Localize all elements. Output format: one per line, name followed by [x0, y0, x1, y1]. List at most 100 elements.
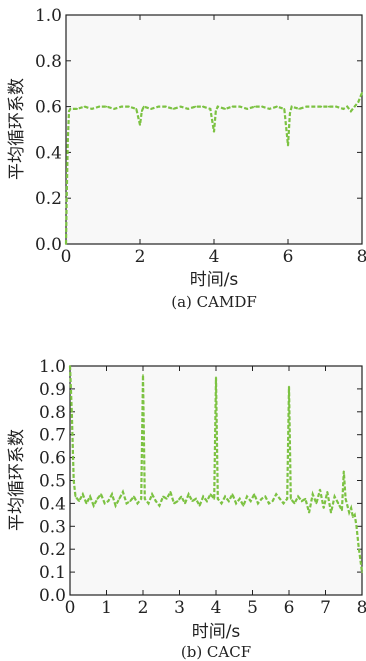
- data-point-b-9: [96, 497, 99, 500]
- data-point-b-19: [132, 495, 135, 498]
- data-point-b-58: [268, 502, 270, 505]
- xtick-label-b-4: 4: [211, 598, 222, 618]
- data-point-a-32: [246, 107, 249, 110]
- data-point-a-25: [209, 107, 212, 110]
- data-point-b-52: [246, 495, 248, 498]
- data-point-b-4: [78, 500, 81, 503]
- data-point-b-32: [176, 500, 179, 503]
- data-point-a-50: [353, 105, 356, 108]
- data-point-b-5: [81, 493, 84, 496]
- xtick-label-a-4: 8: [357, 247, 366, 267]
- caption-b: (b) CACF: [181, 643, 251, 661]
- xlabel-a: 时间/s: [190, 270, 239, 290]
- data-point-a-17: [150, 107, 153, 110]
- data-point-a-29: [224, 107, 227, 110]
- ytick-label-b-5: 0.5: [39, 472, 66, 492]
- data-point-b-20: [136, 502, 139, 505]
- data-point-b-22: [142, 374, 144, 377]
- data-point-b-8: [92, 504, 95, 507]
- data-point-a-51: [357, 101, 360, 103]
- data-point-b-69: [304, 497, 307, 500]
- data-point-a-21: [179, 105, 182, 108]
- data-point-b-48: [231, 493, 234, 496]
- ticks-b: 0.0 0.1 0.2 0.3 0.40.5 0.6 0.7 0.8 0.9 1.0 0 1 2 3 4 5 6…: [39, 357, 366, 618]
- xtick-label-b-5: 5: [247, 598, 258, 618]
- data-point-b-17: [125, 502, 128, 505]
- xtick-label-a-1: 2: [135, 247, 146, 267]
- data-point-b-41: [209, 493, 212, 496]
- data-point-a-0: [65, 243, 67, 245]
- data-point-a-27: [214, 110, 217, 113]
- data-point-b-21: [140, 497, 143, 500]
- xtick-label-b-3: 3: [174, 598, 185, 618]
- data-point-b-12: [107, 500, 110, 503]
- data-point-b-59: [271, 500, 274, 503]
- data-point-a-23: [194, 105, 197, 108]
- data-point-a-39: [288, 112, 291, 115]
- data-point-b-53: [249, 500, 252, 503]
- panel-a: 0.0 0.2 0.4 0.6 0.8 1.0 0 2 4 6 8 平均循环系数 时间/s (a) …: [7, 6, 366, 311]
- ytick-label-a-4: 0.8: [35, 52, 62, 72]
- data-point-a-14: [139, 124, 141, 126]
- data-point-a-11: [120, 105, 123, 108]
- data-point-b-89: [359, 557, 362, 560]
- data-point-b-87: [355, 525, 358, 528]
- xtick-label-b-0: 0: [65, 598, 76, 618]
- data-point-a-40: [290, 105, 293, 108]
- data-point-b-28: [162, 495, 164, 498]
- data-point-b-15: [118, 497, 121, 500]
- data-point-a-18: [157, 105, 160, 108]
- data-point-a-24: [202, 105, 204, 108]
- ytick-label-b-4: 0.4: [39, 494, 66, 514]
- ytick-label-a-0: 0.0: [35, 235, 62, 255]
- data-point-a-31: [239, 105, 241, 108]
- data-point-b-57: [264, 495, 267, 498]
- ytick-label-a-5: 1.0: [35, 6, 62, 26]
- data-point-b-75: [326, 491, 329, 493]
- data-point-b-66: [293, 502, 296, 505]
- ticks-a: 0.0 0.2 0.4 0.6 0.8 1.0 0 2 4 6 8: [35, 6, 366, 267]
- data-point-b-0: [69, 365, 71, 367]
- data-point-b-47: [227, 500, 230, 503]
- ytick-label-b-1: 0.1: [39, 563, 66, 583]
- ytick-label-b-10: 1.0: [39, 357, 66, 377]
- data-point-b-42: [213, 497, 216, 500]
- xtick-label-a-3: 6: [283, 247, 294, 267]
- data-point-b-40: [205, 500, 208, 503]
- data-point-a-33: [253, 105, 256, 108]
- data-point-b-70: [308, 511, 310, 514]
- ytick-label-a-1: 0.2: [35, 189, 62, 209]
- data-point-a-26: [213, 130, 215, 133]
- data-point-a-30: [231, 105, 234, 108]
- data-point-a-13: [135, 107, 138, 110]
- data-point-a-36: [276, 105, 278, 108]
- data-point-b-83: [348, 511, 351, 514]
- data-point-b-18: [129, 500, 132, 503]
- data-point-b-36: [191, 500, 194, 503]
- data-point-b-7: [89, 495, 91, 498]
- panel-b: 0.0 0.1 0.2 0.3 0.40.5 0.6 0.7 0.8 0.9 1.0 0 1 2 3 4 5 6…: [7, 357, 366, 661]
- data-point-a-44: [320, 105, 323, 108]
- data-point-a-37: [283, 107, 286, 110]
- data-point-a-4: [69, 107, 72, 110]
- data-point-a-9: [105, 105, 108, 108]
- xtick-label-b-2: 2: [138, 598, 149, 618]
- data-point-a-49: [350, 110, 352, 113]
- data-point-b-72: [315, 502, 318, 505]
- data-point-b-79: [341, 509, 343, 512]
- ytick-label-b-9: 0.9: [39, 380, 66, 400]
- xtick-label-b-1: 1: [101, 598, 112, 618]
- data-point-a-10: [113, 107, 115, 110]
- data-point-b-3: [74, 495, 77, 498]
- data-point-a-22: [187, 107, 190, 110]
- data-point-a-5: [76, 107, 78, 110]
- data-point-b-67: [297, 495, 300, 498]
- data-point-b-90: [361, 571, 363, 573]
- data-point-a-1: [65, 197, 68, 200]
- series-points-a: [65, 91, 363, 245]
- data-point-b-54: [253, 493, 256, 496]
- data-point-b-46: [224, 495, 227, 498]
- data-point-b-38: [198, 504, 201, 507]
- data-point-a-35: [268, 107, 271, 110]
- data-point-a-42: [305, 105, 308, 108]
